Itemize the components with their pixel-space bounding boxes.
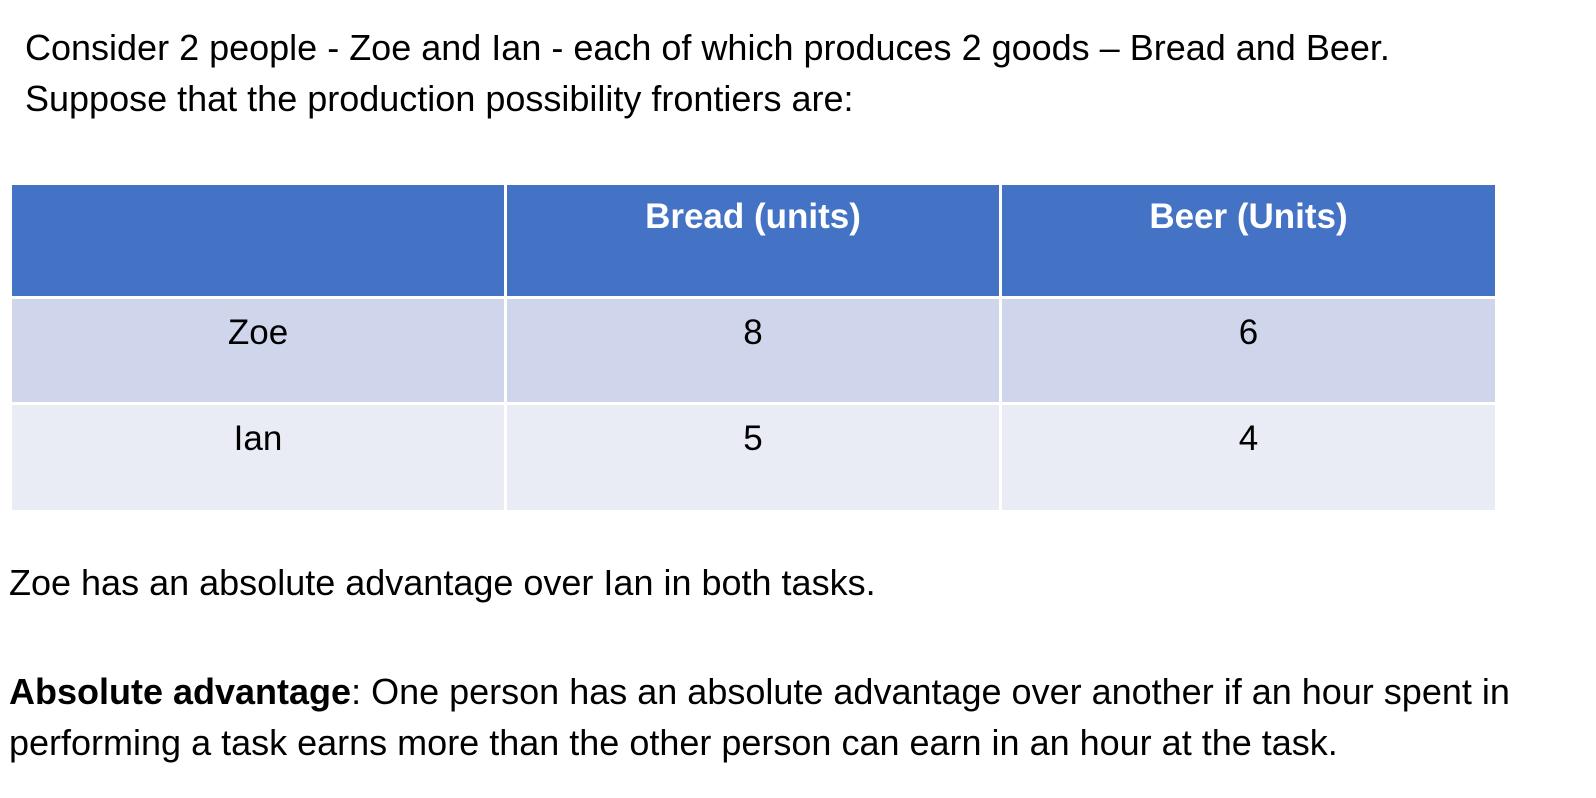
- production-possibility-table: Bread (units) Beer (Units) Zoe 8 6 Ian 5…: [9, 182, 1498, 513]
- definition-line-1: Absolute advantage: One person has an ab…: [9, 666, 1594, 717]
- table-header-row: Bread (units) Beer (Units): [9, 182, 1498, 299]
- header-cell-beer: Beer (Units): [999, 182, 1498, 299]
- cell-bread: 8: [504, 296, 1002, 405]
- cell-bread: 5: [504, 402, 1002, 513]
- intro-line-2: Suppose that the production possibility …: [25, 78, 854, 119]
- header-cell-person: [9, 182, 507, 299]
- intro-text: Consider 2 people - Zoe and Ian - each o…: [25, 22, 1585, 124]
- cell-person: Ian: [9, 402, 507, 513]
- cell-beer: 4: [999, 402, 1498, 513]
- definition-line-2: performing a task earns more than the ot…: [9, 722, 1338, 763]
- header-cell-bread: Bread (units): [504, 182, 1002, 299]
- cell-beer: 6: [999, 296, 1498, 405]
- definition-body-start: : One person has an absolute advantage o…: [351, 671, 1510, 712]
- advantage-statement: Zoe has an absolute advantage over Ian i…: [9, 562, 876, 603]
- table-row: Ian 5 4: [9, 402, 1498, 513]
- cell-person: Zoe: [9, 296, 507, 405]
- definition-text: Absolute advantage: One person has an ab…: [9, 666, 1594, 768]
- definition-term: Absolute advantage: [9, 671, 352, 712]
- intro-line-1: Consider 2 people - Zoe and Ian - each o…: [25, 27, 1390, 68]
- table-row: Zoe 8 6: [9, 296, 1498, 405]
